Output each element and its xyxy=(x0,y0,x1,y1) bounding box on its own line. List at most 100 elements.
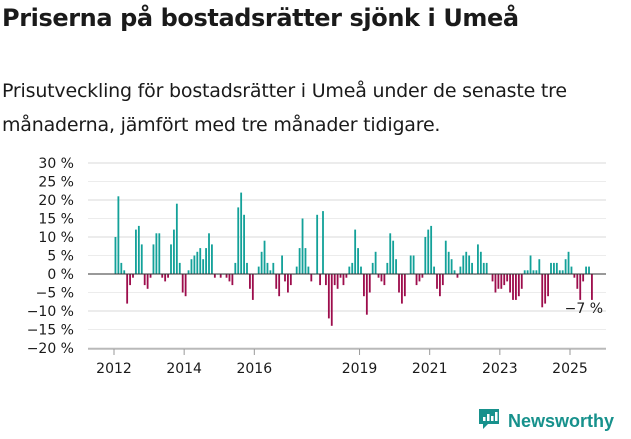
chart-bar xyxy=(231,274,234,286)
chart-bar xyxy=(289,274,292,286)
chart-bar xyxy=(383,274,386,286)
chart-bar xyxy=(327,274,330,319)
chart-bar xyxy=(152,244,155,274)
chart-bar xyxy=(143,274,146,286)
last-value-annotation: −7 % xyxy=(565,301,603,317)
bar-chart: 30 % 25 % 20 % 15 % 10 % 5 % 0 % −5 % −10 % −15 %… xyxy=(27,156,606,377)
chart-bar xyxy=(193,255,196,274)
y-tick-label: 15 % xyxy=(38,212,74,228)
chart-bar xyxy=(178,262,181,274)
chart-bar xyxy=(555,262,558,274)
chart-bar xyxy=(263,240,266,274)
chart-bar xyxy=(509,274,511,293)
chart-bar xyxy=(564,259,567,274)
chart-bar xyxy=(146,274,149,289)
chart-bar xyxy=(444,240,447,274)
chart-bar xyxy=(149,274,152,278)
x-tick-label: 2023 xyxy=(482,361,518,377)
chart-bar xyxy=(550,262,552,274)
brand-name: Newsworthy xyxy=(508,410,615,431)
chart-bar xyxy=(304,248,307,274)
chart-bar xyxy=(251,274,254,300)
chart-bar xyxy=(287,274,289,293)
chart-bar xyxy=(205,248,207,274)
y-tick-label: 0 % xyxy=(47,267,74,283)
y-tick-label: 25 % xyxy=(38,175,74,191)
chart-bar xyxy=(526,270,529,274)
chart-bar xyxy=(591,274,593,300)
chart-bar xyxy=(418,274,421,282)
y-tick-label: −20 % xyxy=(27,341,74,357)
y-axis-ticks: 30 % 25 % 20 % 15 % 10 % 5 % 0 % −5 % −10 % −15 %… xyxy=(27,156,74,357)
chart-bar xyxy=(345,274,348,278)
chart-bar xyxy=(184,274,187,297)
newsworthy-logo: Newsworthy xyxy=(476,406,614,436)
chart-bar xyxy=(219,274,222,278)
chart-bar xyxy=(494,274,497,293)
chart-bar xyxy=(275,274,278,289)
chart-bar xyxy=(477,244,479,274)
chart-bar xyxy=(500,274,503,289)
chart-bar xyxy=(517,274,520,297)
chart-bar xyxy=(351,262,354,274)
chart-bar xyxy=(368,274,371,293)
chart-bar xyxy=(395,259,397,274)
chart-bar xyxy=(211,244,213,274)
chart-logo-icon xyxy=(476,406,502,436)
chart-bar xyxy=(544,274,547,304)
chart-bar xyxy=(126,274,129,304)
y-tick-label: 20 % xyxy=(38,193,74,209)
chart-bar xyxy=(439,274,441,297)
x-tick-label: 2019 xyxy=(342,361,378,377)
chart-bar xyxy=(485,262,488,274)
x-tick-label: 2014 xyxy=(166,361,202,377)
chart-bar xyxy=(243,214,245,274)
chart-bar xyxy=(532,270,535,274)
chart-bar xyxy=(386,262,389,274)
chart-bar xyxy=(541,274,544,308)
chart-bar xyxy=(453,270,456,274)
chart-bar xyxy=(164,274,167,282)
chart-bar xyxy=(465,251,468,274)
chart-bar xyxy=(269,270,272,274)
chart-bar xyxy=(199,248,202,274)
chart-bar xyxy=(491,274,494,282)
chart-bar xyxy=(354,229,357,274)
y-tick-label: −5 % xyxy=(36,286,74,302)
chart-bar xyxy=(298,248,301,274)
chart-bar xyxy=(132,274,134,278)
chart-bar xyxy=(512,274,514,300)
chart-bar xyxy=(561,270,564,274)
grid-lines xyxy=(88,162,606,349)
chart-bar xyxy=(310,274,313,282)
chart-bar xyxy=(409,255,412,274)
chart-bar xyxy=(427,229,430,274)
x-axis-ticks: 2012 2014 2016 2019 2021 2023 2025 xyxy=(88,348,606,377)
chart-bar xyxy=(497,274,500,289)
chart-bar xyxy=(173,229,175,274)
chart-bar xyxy=(506,274,509,282)
chart-bar xyxy=(322,211,324,274)
chart-bar xyxy=(333,274,336,286)
chart-bar xyxy=(585,266,587,274)
chart-bar xyxy=(430,225,433,274)
chart-bar xyxy=(158,233,161,274)
chart-bar xyxy=(316,214,319,274)
chart-bar xyxy=(401,274,403,304)
chart-bar xyxy=(529,255,532,274)
bars xyxy=(114,192,593,326)
chart-bar xyxy=(576,274,579,289)
chart-bar xyxy=(389,233,392,274)
chart-bar xyxy=(240,192,243,274)
chart-bar xyxy=(120,262,123,274)
chart-bar xyxy=(342,274,345,286)
chart-bar xyxy=(167,274,169,278)
chart-bar xyxy=(365,274,368,315)
y-tick-label: 30 % xyxy=(38,156,74,172)
chart-bar xyxy=(573,274,576,278)
chart-bar xyxy=(190,259,193,274)
chart-bar xyxy=(336,274,339,289)
chart-bar xyxy=(140,244,143,274)
chart-bar xyxy=(295,266,298,274)
chart-bar xyxy=(225,274,228,278)
